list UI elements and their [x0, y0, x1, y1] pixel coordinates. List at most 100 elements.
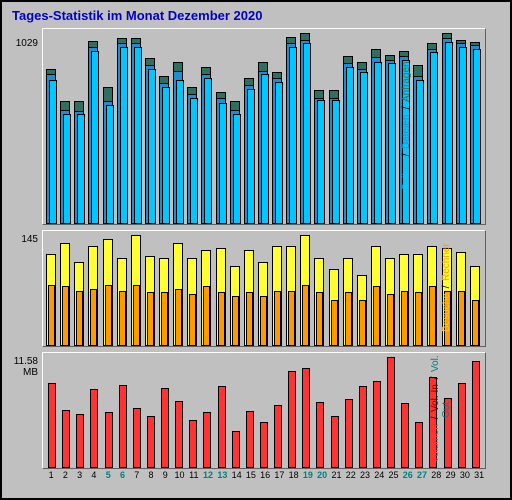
x-tick: 13	[216, 470, 228, 480]
bar-volumen	[218, 386, 226, 468]
bar-volumen	[133, 408, 141, 468]
day-group	[74, 353, 86, 468]
day-group	[117, 29, 129, 224]
bar-seiten	[233, 114, 241, 225]
day-group	[258, 353, 270, 468]
day-group	[88, 353, 100, 468]
bar-volumen	[288, 371, 296, 468]
day-group	[159, 353, 171, 468]
panel-mid-ylabel: 145	[4, 234, 38, 245]
chart-title: Tages-Statistik im Monat Dezember 2020	[12, 8, 262, 23]
bar-volumen	[274, 405, 282, 468]
bar-volumen	[62, 410, 70, 468]
bar-seiten	[120, 47, 128, 224]
bar-volumen	[119, 385, 127, 468]
legend-top: Seiten / Dateien / Anfragen	[309, 28, 504, 223]
x-tick: 7	[131, 470, 143, 480]
day-group	[230, 231, 242, 346]
day-group	[145, 231, 157, 346]
bar-rechner	[218, 292, 225, 346]
x-tick: 15	[245, 470, 257, 480]
bar-volumen	[345, 399, 353, 468]
day-group	[131, 231, 143, 346]
day-group	[300, 231, 312, 346]
bar-seiten	[77, 114, 85, 225]
day-group	[187, 353, 199, 468]
day-group	[357, 231, 369, 346]
bar-rechner	[76, 291, 83, 346]
x-tick: 22	[345, 470, 357, 480]
bar-seiten	[261, 74, 269, 224]
day-group	[230, 29, 242, 224]
x-tick: 12	[202, 470, 214, 480]
legend-item: Rechner	[441, 242, 452, 282]
bar-rechner	[133, 285, 140, 346]
bar-rechner	[48, 285, 55, 346]
day-group	[145, 353, 157, 468]
day-group	[272, 29, 284, 224]
legend-item: Volumen	[430, 423, 441, 464]
x-tick: 29	[444, 470, 456, 480]
day-group	[201, 29, 213, 224]
x-tick: 16	[259, 470, 271, 480]
day-group	[216, 29, 228, 224]
day-group	[46, 353, 58, 468]
bar-volumen	[302, 368, 310, 468]
day-group	[187, 231, 199, 346]
chart-frame: Tages-Statistik im Monat Dezember 2020 1…	[0, 0, 512, 500]
x-tick: 23	[359, 470, 371, 480]
bar-seiten	[275, 82, 283, 224]
bar-rechner	[119, 291, 126, 346]
day-group	[216, 353, 228, 468]
x-tick: 14	[230, 470, 242, 480]
bar-rechner	[288, 291, 295, 346]
x-tick: 1	[45, 470, 57, 480]
legend-mid: Besuche / Rechner	[389, 230, 504, 345]
day-group	[145, 29, 157, 224]
day-group	[314, 353, 326, 468]
bar-rechner	[260, 296, 267, 346]
day-group	[103, 231, 115, 346]
bar-rechner	[274, 291, 281, 346]
bar-volumen	[48, 383, 56, 468]
bar-volumen	[189, 420, 197, 468]
day-group	[258, 29, 270, 224]
day-group	[117, 231, 129, 346]
x-tick: 24	[373, 470, 385, 480]
bar-rechner	[359, 300, 366, 346]
bar-rechner	[189, 294, 196, 346]
day-group	[103, 353, 115, 468]
day-group	[103, 29, 115, 224]
x-axis: 1234567891011121314151617181920212223242…	[42, 470, 488, 480]
day-group	[60, 29, 72, 224]
panel-top-ylabel: 1029	[4, 38, 38, 49]
legend-sep: /	[430, 373, 441, 383]
day-group	[60, 231, 72, 346]
x-tick: 25	[387, 470, 399, 480]
legend-item: Seiten	[401, 160, 412, 190]
bar-seiten	[289, 47, 297, 224]
legend-sep: /	[441, 282, 452, 292]
bar-seiten	[162, 87, 170, 224]
day-group	[173, 231, 185, 346]
bar-rechner	[161, 292, 168, 346]
x-tick: 5	[102, 470, 114, 480]
x-tick: 20	[316, 470, 328, 480]
x-tick: 28	[430, 470, 442, 480]
x-tick: 27	[416, 470, 428, 480]
bar-rechner	[105, 285, 112, 346]
day-group	[329, 353, 341, 468]
x-tick: 6	[116, 470, 128, 480]
bar-seiten	[106, 105, 114, 224]
day-group	[357, 353, 369, 468]
day-group	[286, 29, 298, 224]
day-group	[286, 353, 298, 468]
day-group	[329, 231, 341, 346]
day-group	[131, 29, 143, 224]
day-group	[244, 353, 256, 468]
day-group	[46, 29, 58, 224]
bar-rechner	[62, 286, 69, 346]
bar-rechner	[147, 292, 154, 346]
bar-volumen	[260, 422, 268, 468]
bar-volumen	[359, 386, 367, 468]
